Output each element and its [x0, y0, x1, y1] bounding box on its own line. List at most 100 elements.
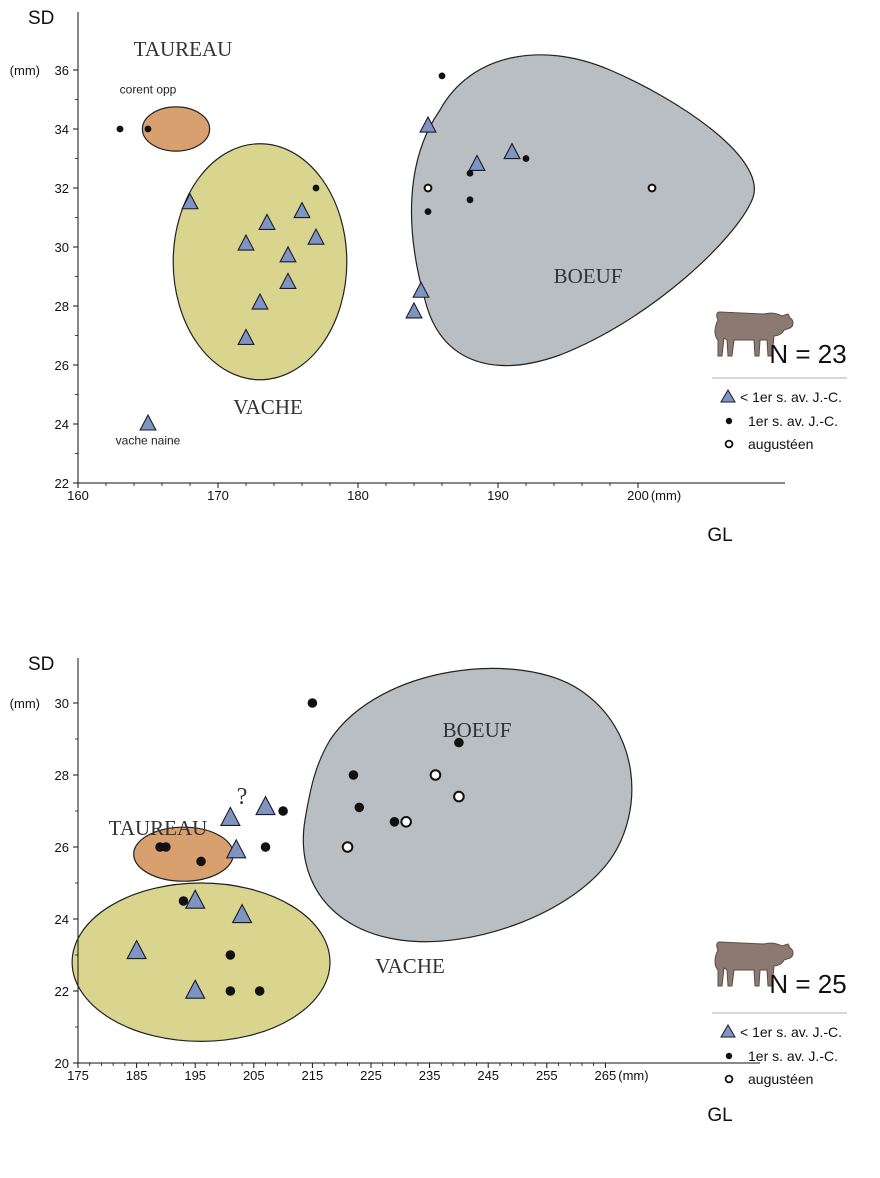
legend-triangle-icon [720, 389, 736, 403]
group-region-taureau [141, 106, 211, 152]
data-point-dot [454, 737, 464, 748]
y-tick-label: 28 [55, 299, 69, 314]
legend-dot-icon [725, 1052, 733, 1060]
data-point-dot [424, 208, 432, 216]
y-unit-label: (mm) [10, 696, 40, 711]
data-point-triangle [220, 806, 241, 826]
data-point-triangle [251, 292, 269, 310]
x-tick-label: 265 [595, 1068, 617, 1083]
x-axis-title: GL [707, 525, 732, 546]
data-point-dot [161, 842, 171, 852]
data-point-triangle [231, 903, 253, 924]
x-tick-label: 190 [487, 488, 509, 503]
x-tick-label: 170 [207, 488, 229, 503]
y-tick-label: 30 [55, 240, 69, 255]
data-point-triangle [468, 154, 486, 171]
group-label-taureau: TAUREAU [109, 816, 208, 840]
data-point-triangle [293, 201, 311, 219]
data-point-dot [389, 817, 400, 827]
data-point-dot [522, 155, 530, 162]
x-tick-label: 185 [126, 1068, 148, 1083]
legend-open-icon [724, 439, 734, 449]
x-tick-label: 180 [347, 488, 369, 503]
data-point-triangle [225, 838, 247, 859]
data-point-triangle [184, 889, 206, 909]
y-tick-label: 22 [55, 984, 69, 999]
data-point-triangle [279, 245, 297, 263]
data-point-open [341, 841, 354, 853]
legend-dot-icon [725, 417, 733, 425]
legend-open-icon [724, 1074, 734, 1084]
data-point-dot [466, 196, 474, 204]
group-region-vache [172, 143, 348, 381]
data-point-triangle [405, 301, 423, 319]
group-label-vache: VACHE [233, 395, 303, 419]
data-point-triangle [258, 213, 276, 230]
data-point-dot [348, 770, 359, 780]
data-point-triangle [181, 192, 199, 210]
cow-icon [714, 311, 794, 357]
y-tick-label: 28 [55, 768, 69, 783]
x-tick-label: 205 [243, 1068, 265, 1083]
chart-bottom: TAUREAU VACHE BOEUF 175 185 195 205 215 225 235 24… [10, 654, 847, 1126]
y-tick-label: 24 [55, 912, 69, 927]
y-axis-title: SD [28, 8, 54, 29]
legend-label-triangle: < 1er s. av. J.-C. [740, 1024, 842, 1040]
data-point-triangle [307, 227, 325, 245]
y-tick-label: 24 [55, 417, 69, 432]
data-point-triangle [503, 142, 521, 160]
y-tick-label: 32 [55, 181, 69, 196]
legend-label-triangle: < 1er s. av. J.-C. [740, 389, 842, 405]
data-point-open [453, 790, 465, 803]
y-tick-label: 34 [55, 122, 69, 137]
x-tick-label: 195 [184, 1068, 206, 1083]
y-tick-label: 20 [55, 1056, 69, 1071]
x-tick-label: 245 [477, 1068, 499, 1083]
data-point-open [429, 769, 442, 781]
legend-triangle-icon [720, 1024, 736, 1038]
y-tick-label: 22 [55, 476, 69, 491]
y-unit-label: (mm) [10, 63, 40, 78]
data-point-dot [254, 986, 265, 996]
data-point-triangle [255, 795, 276, 816]
data-point-triangle [237, 233, 255, 251]
data-point-dot [144, 125, 152, 133]
group-label-boeuf: BOEUF [554, 264, 623, 288]
y-tick-label: 30 [55, 696, 69, 711]
sample-size-label: N = 23 [769, 339, 846, 369]
annotation-corent-opp: corent opp [120, 83, 177, 97]
data-point-dot [312, 184, 320, 192]
x-tick-label: 225 [360, 1068, 382, 1083]
x-tick-label: 235 [419, 1068, 441, 1083]
data-point-dot [307, 698, 318, 708]
data-point-dot [116, 125, 124, 133]
data-point-triangle [279, 272, 297, 289]
data-point-dot [278, 806, 288, 816]
data-point-dot [196, 856, 206, 867]
data-point-triangle [419, 115, 437, 133]
data-point-dot [178, 896, 189, 906]
x-unit-label: (mm) [651, 488, 681, 503]
group-region-vache [71, 882, 331, 1042]
group-label-taureau: TAUREAU [134, 37, 233, 61]
x-tick-label: 160 [67, 488, 89, 503]
data-point-triangle [184, 979, 206, 999]
annotation-vache-naine: vache naine [116, 434, 181, 448]
data-point-open [400, 816, 412, 828]
x-tick-label: 255 [536, 1068, 558, 1083]
cow-icon [714, 941, 794, 987]
cow-body [714, 311, 794, 357]
cow-body [714, 941, 794, 987]
group-region-boeuf [302, 667, 633, 943]
group-region-boeuf [410, 54, 755, 367]
data-point-open [647, 183, 657, 193]
y-tick-label: 36 [55, 63, 69, 78]
legend-label-open: augustéen [748, 1071, 813, 1087]
data-point-triangle [139, 413, 157, 431]
legend-label-dot: 1er s. av. J.-C. [748, 1048, 838, 1064]
x-tick-label: 200 [627, 488, 649, 503]
data-point-dot [225, 986, 236, 996]
x-axis-title: GL [707, 1105, 732, 1126]
